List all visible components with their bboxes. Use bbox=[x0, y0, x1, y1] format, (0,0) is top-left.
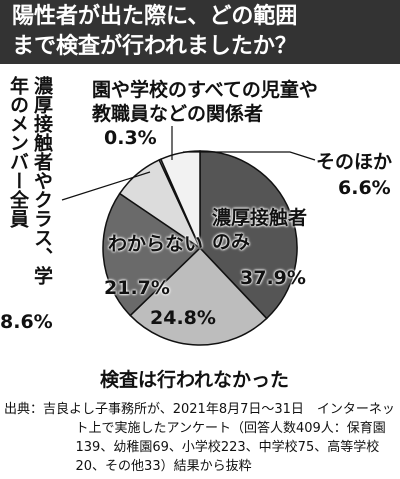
slice-label: 検査は行われなかった bbox=[100, 369, 290, 391]
source-note: 出典：吉良よし子事務所が、2021年8月7日〜31日 インターネット上で実施した… bbox=[4, 402, 395, 474]
slice-label: わからない bbox=[108, 233, 204, 255]
pie-slice bbox=[129, 246, 268, 346]
leader-line bbox=[183, 151, 316, 161]
title-line: まで検査が行われましたか？ bbox=[12, 34, 297, 59]
slice-label: 園や学校のすべての児童や教職員などの関係者 bbox=[92, 79, 318, 125]
pie-slice bbox=[159, 150, 201, 249]
title-line: 陽性者が出た際に、どの範囲 bbox=[12, 4, 298, 29]
value-label: 24.8% bbox=[150, 307, 216, 329]
pie-slice bbox=[199, 150, 298, 320]
value-label: 8.6% bbox=[0, 311, 53, 333]
slices bbox=[102, 150, 298, 346]
chart-title: 陽性者が出た際に、どの範囲 まで検査が行われましたか？ bbox=[0, 0, 400, 64]
pie-slice bbox=[102, 192, 202, 317]
slice-label: 濃厚接触者のみ bbox=[212, 207, 308, 253]
value-label: 21.7% bbox=[104, 277, 170, 299]
slice-label: 濃厚接触者やクラス、学年のメンバー全員 bbox=[7, 76, 53, 285]
value-label: 37.9% bbox=[240, 267, 306, 289]
leader-line bbox=[61, 171, 151, 201]
slice-label: そのほか bbox=[316, 151, 393, 173]
value-label: 6.6% bbox=[338, 177, 391, 199]
value-label: 0.3% bbox=[104, 127, 157, 149]
